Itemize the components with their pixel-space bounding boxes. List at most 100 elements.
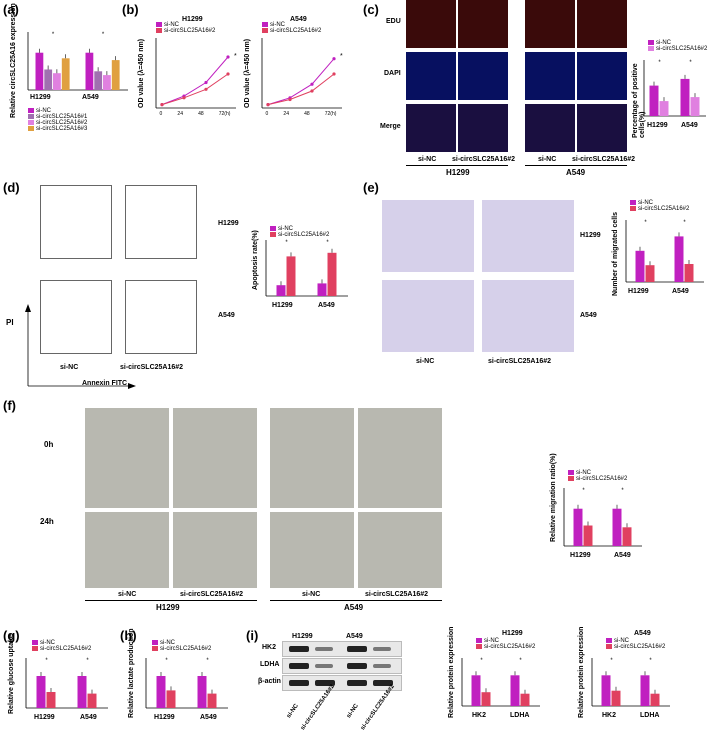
d-axis-annexin: Annexin FITC bbox=[82, 380, 128, 387]
c-cond-nc-1: si-NC bbox=[418, 156, 437, 163]
h-ylabel: Relative lactate production bbox=[128, 628, 135, 718]
a-legend-si3: si-circSLC25A16#3 bbox=[28, 126, 87, 132]
sig-star-d-1: * bbox=[326, 240, 329, 246]
bar-i-A549-1-1 bbox=[650, 693, 660, 706]
point-b-A549-1-3 bbox=[332, 72, 336, 76]
bar-g-1-0 bbox=[77, 676, 87, 708]
i-band-hk2-3 bbox=[347, 646, 367, 652]
sig-star-b-A549: * bbox=[340, 53, 343, 60]
bar-d-1-1 bbox=[327, 252, 337, 296]
f-ylabel: Relative migration ratio(%) bbox=[550, 453, 557, 542]
bar-i-A549-0-1 bbox=[611, 690, 621, 706]
i-band-actin-2 bbox=[315, 680, 335, 686]
f-row-0h: 0h bbox=[44, 440, 54, 449]
b2-ylabel: OD value (λ=450 nm) bbox=[244, 38, 251, 108]
f-row-24h: 24h bbox=[40, 517, 54, 526]
bar-e-0-1 bbox=[645, 265, 655, 282]
i1-x-ldha: LDHA bbox=[510, 712, 530, 719]
d-row-h1299: H1299 bbox=[218, 220, 239, 227]
a-ylabel: Relative circSLC25A16 expression bbox=[10, 3, 17, 118]
f-img-8 bbox=[358, 512, 442, 588]
a-legend-si1: si-circSLC25A16#1 bbox=[28, 114, 87, 120]
f-img-2 bbox=[173, 408, 257, 508]
sig-star-a-0: * bbox=[52, 32, 55, 38]
f-img-6 bbox=[173, 512, 257, 588]
chart-h: * * bbox=[145, 658, 228, 709]
c-img-merge-2 bbox=[458, 104, 508, 152]
b2-legend: si-NC si-circSLC25A16#2 bbox=[262, 22, 321, 34]
bar-i-H1299-1-0 bbox=[510, 675, 520, 706]
i-blot-hk2: HK2 bbox=[262, 644, 277, 651]
sig-star-i-A549-0: * bbox=[610, 658, 613, 664]
c-x-a549: A549 bbox=[681, 122, 698, 129]
b1-xticks: 0 24 48 72(h) bbox=[159, 111, 231, 117]
e-img-3 bbox=[382, 280, 474, 352]
c-img-merge-4 bbox=[577, 104, 627, 152]
f-x-a549: A549 bbox=[614, 552, 631, 559]
i1-ylabel: Relative protein expression bbox=[448, 626, 455, 718]
f-img-4 bbox=[358, 408, 442, 508]
bar-a-0-3 bbox=[61, 58, 70, 90]
i-blot-ldha: LDHA bbox=[260, 661, 280, 668]
g-x-h1299: H1299 bbox=[34, 714, 55, 721]
bar-f-1-1 bbox=[622, 527, 632, 546]
d-ylabel: Apoptosis rate(%) bbox=[252, 230, 259, 290]
d-flow-3 bbox=[40, 280, 112, 354]
i-blot-strip-actin bbox=[282, 675, 402, 691]
f-img-3 bbox=[270, 408, 354, 508]
g-ylabel: Relative glucose uptake bbox=[8, 634, 15, 714]
point-b-A549-0-2 bbox=[310, 82, 314, 86]
c-row-edu: EDU bbox=[386, 18, 401, 25]
i-band-actin-3 bbox=[347, 680, 367, 686]
sig-star-f-0: * bbox=[582, 488, 585, 494]
bar-i-H1299-0-0 bbox=[471, 675, 481, 706]
bar-c-1-1 bbox=[690, 97, 700, 116]
bar-a-1-0 bbox=[85, 52, 94, 90]
panel-label-g: (g) bbox=[3, 628, 20, 643]
chart-b1: * bbox=[155, 38, 237, 109]
i-blot-actin: β-actin bbox=[258, 678, 281, 685]
panel-label-i: (i) bbox=[246, 628, 259, 643]
sig-star-a-1: * bbox=[102, 32, 105, 38]
i-lane-1: si-NC bbox=[286, 703, 300, 720]
line-b-A549-1 bbox=[267, 73, 335, 106]
sig-star-b-H1299: * bbox=[234, 53, 237, 60]
b2-title: A549 bbox=[290, 16, 307, 23]
h-x-h1299: H1299 bbox=[154, 714, 175, 721]
e-img-4 bbox=[482, 280, 574, 352]
d-x-a549: A549 bbox=[318, 302, 335, 309]
c-img-dapi-4 bbox=[577, 52, 627, 100]
bar-i-A549-0-0 bbox=[601, 675, 611, 706]
chart-a: * * bbox=[27, 32, 128, 91]
bar-a-0-1 bbox=[44, 69, 53, 90]
b2-xticks: 0 24 48 72(h) bbox=[265, 111, 337, 117]
i2-legend: si-NC si-circSLC25A16#2 bbox=[606, 638, 665, 650]
bar-f-0-1 bbox=[583, 525, 593, 546]
bar-h-1-0 bbox=[197, 676, 207, 708]
bar-h-1-1 bbox=[207, 693, 217, 708]
point-b-H1299-1-2 bbox=[204, 87, 208, 91]
i-band-ldha-1 bbox=[289, 663, 309, 669]
c-cond-c2-1: si-circSLC25A16#2 bbox=[452, 156, 516, 163]
bar-f-1-0 bbox=[612, 508, 622, 546]
i-blot-a549: A549 bbox=[346, 633, 363, 640]
e-x-a549: A549 bbox=[672, 288, 689, 295]
b1-title: H1299 bbox=[182, 16, 203, 23]
f-cond-c2-1: si-circSLC25A16#2 bbox=[180, 591, 244, 598]
b1-ylabel: OD value (λ=450 nm) bbox=[138, 38, 145, 108]
sig-star-h-1: * bbox=[206, 658, 209, 664]
e-img-1 bbox=[382, 200, 474, 272]
e-x-h1299: H1299 bbox=[628, 288, 649, 295]
i-band-ldha-4 bbox=[373, 664, 391, 668]
i-band-actin-1 bbox=[289, 680, 309, 686]
sig-star-g-1: * bbox=[86, 658, 89, 664]
g-legend: si-NC si-circSLC25A16#2 bbox=[32, 640, 91, 652]
bar-e-1-1 bbox=[684, 264, 694, 282]
line-b-H1299-0 bbox=[161, 56, 229, 106]
bar-a-1-1 bbox=[94, 71, 103, 90]
i-band-hk2-4 bbox=[373, 647, 391, 651]
bar-a-0-2 bbox=[53, 73, 61, 90]
i1-legend: si-NC si-circSLC25A16#2 bbox=[476, 638, 535, 650]
g-x-a549: A549 bbox=[80, 714, 97, 721]
f-img-1 bbox=[85, 408, 169, 508]
